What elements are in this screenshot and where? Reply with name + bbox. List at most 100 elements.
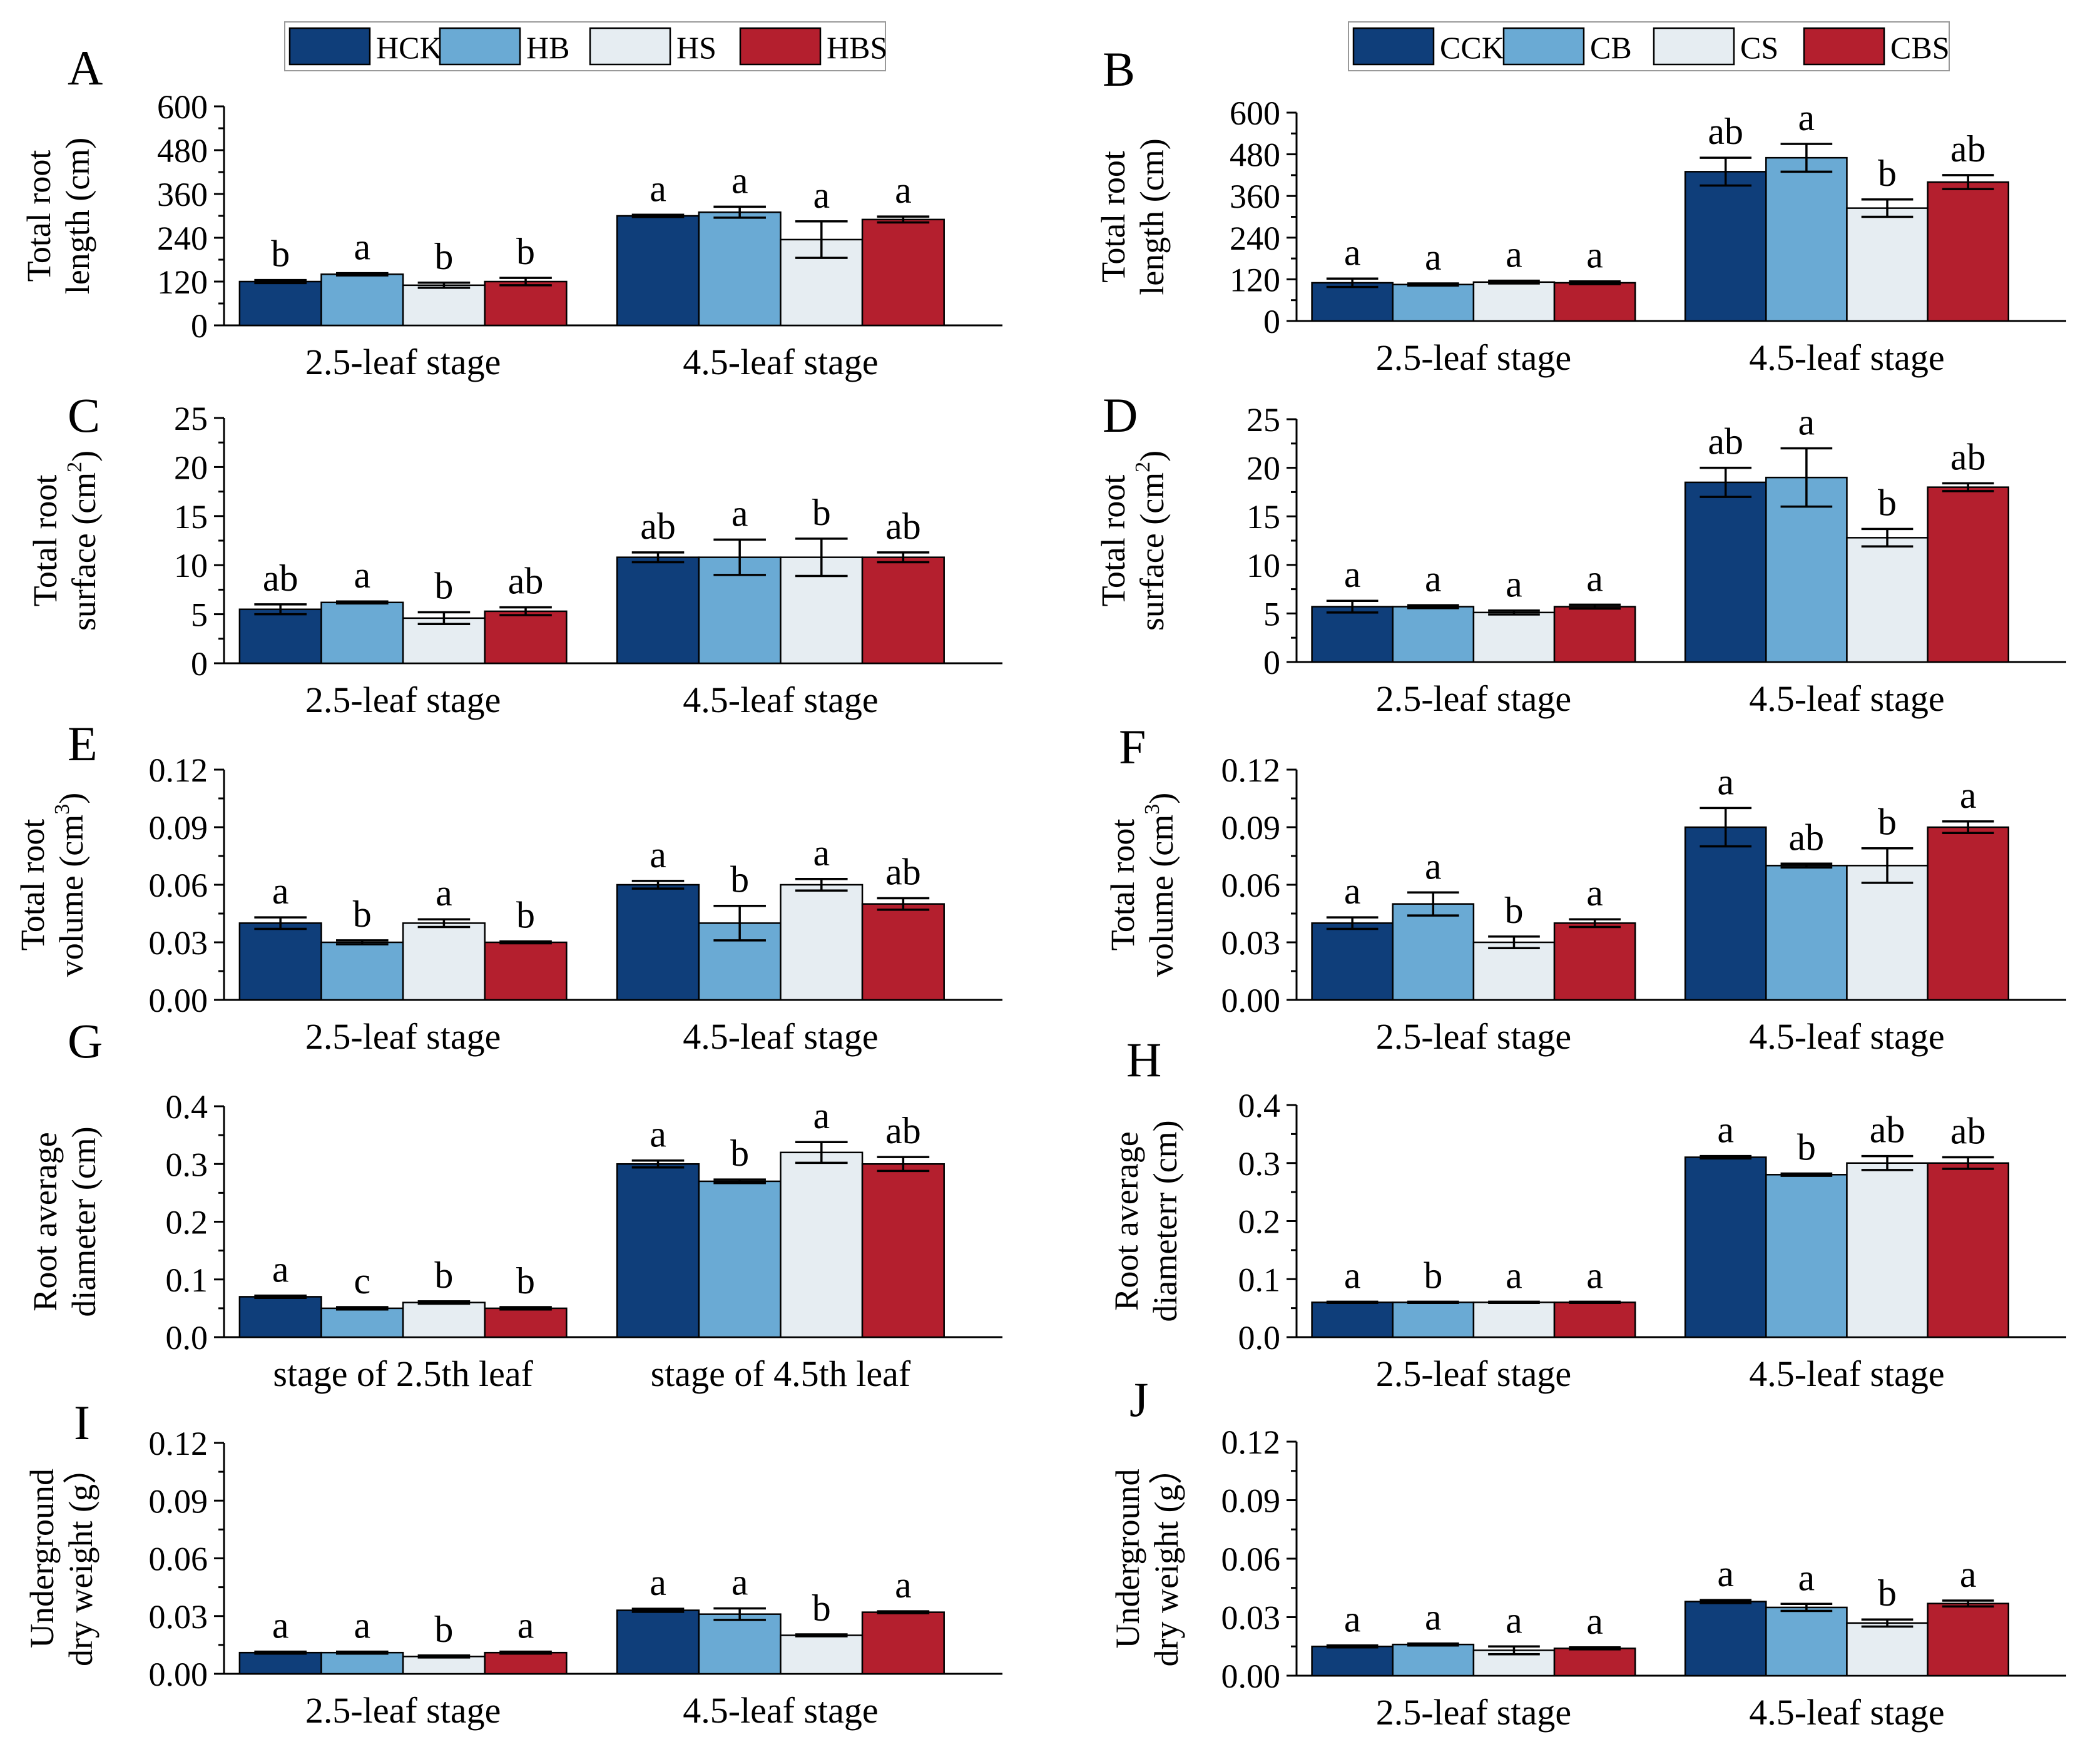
y-label-text: Total root <box>1104 819 1141 951</box>
y-label-text: Total root <box>20 150 58 282</box>
significance-letter-hbs-1: b <box>516 1260 535 1301</box>
x-category-label: 2.5-leaf stage <box>305 1016 501 1057</box>
error-bar-cb-2 <box>1780 1172 1833 1177</box>
bar-hbs-1 <box>484 280 568 327</box>
y-tick-label: 0.00 <box>149 982 208 1019</box>
error-bar-cb-1 <box>1407 1300 1459 1305</box>
bar-cck-1 <box>1311 606 1394 663</box>
y-tick-label: 0.00 <box>1221 1658 1281 1695</box>
legend-swatch-cs <box>1653 27 1735 66</box>
y-tick-label: 0.09 <box>149 809 208 847</box>
legend-label-hck: HCK <box>376 30 442 65</box>
y-label-line: Underground <box>23 1469 61 1648</box>
y-tick-label: 20 <box>1246 450 1280 487</box>
y-label-text: volume (cm <box>53 815 90 977</box>
y-tick-label: 0.1 <box>166 1261 208 1299</box>
y-label-line: Total root <box>26 475 64 607</box>
error-bar-hs-1 <box>417 282 471 289</box>
error-bar-hb-1 <box>336 1306 389 1311</box>
panel-g: G 0.0 0.1 0.2 0.3 0.4 Root average diameter (cm… <box>26 1014 1002 1394</box>
y-label-text: Total root <box>26 475 64 607</box>
bar-hbs-1 <box>484 941 568 1001</box>
y-tick-label: 480 <box>1230 136 1280 174</box>
x-category-label: 2.5-leaf stage <box>305 1690 501 1731</box>
bar-hck-1 <box>238 608 322 665</box>
y-label-text: volume (cm <box>1143 815 1180 977</box>
error-bar-cck-1 <box>1326 916 1379 930</box>
bar-cck-2 <box>1684 171 1767 322</box>
legend-label-cs: CS <box>1740 30 1778 65</box>
bar-hck-1 <box>238 1651 322 1675</box>
y-axis-label: Root average diameter (cm) <box>26 1126 103 1317</box>
y-tick-label: 0.06 <box>149 1541 208 1578</box>
error-bar-hbs-1 <box>499 606 552 616</box>
y-tick-label: 0.09 <box>1221 1482 1281 1520</box>
y-tick-label: 360 <box>1230 178 1280 215</box>
panel-b: B 0 120 240 360 480 600 Total root length (cm) a a… <box>1094 42 2066 378</box>
y-tick-label: 5 <box>191 596 208 634</box>
panel-label-a: A <box>68 41 103 95</box>
bar-cck-1 <box>1311 1301 1394 1338</box>
panel-i: I 0.00 0.03 0.06 0.09 0.12 Underground dry weig… <box>23 1395 1002 1731</box>
x-category-label: 4.5-leaf stage <box>683 1016 878 1057</box>
significance-letter-hck-2: ab <box>640 506 676 547</box>
bar-hs-1 <box>402 922 486 1001</box>
significance-letter-hck-1: ab <box>263 558 298 599</box>
legend-swatch-hb <box>439 27 521 66</box>
bar-cck-2 <box>1684 826 1767 1001</box>
significance-letter-cbs-2: a <box>1960 1554 1977 1595</box>
panel-a: A 0 120 240 360 480 600 Total root length (cm) b a… <box>20 41 1002 382</box>
bar-cb-1 <box>1392 283 1475 322</box>
y-axis-label: Root average diameterr (cm) <box>1108 1120 1184 1322</box>
error-bar-cck-2 <box>1700 807 1752 848</box>
significance-letter-hb-1: c <box>354 1260 370 1301</box>
y-tick-label: 20 <box>174 449 208 486</box>
y-label-text: surface (cm <box>65 472 103 631</box>
y-label-line: surface (cm2) <box>1131 451 1171 631</box>
y-tick-label: 0.0 <box>1238 1319 1281 1357</box>
bar-hbs-2 <box>861 1163 945 1338</box>
y-tick-label: 480 <box>157 132 208 170</box>
error-bar-hbs-1 <box>499 277 552 287</box>
y-tick-label: 120 <box>1230 261 1280 298</box>
error-bar-hb-1 <box>336 939 389 945</box>
error-bar-cck-2 <box>1700 1154 1752 1160</box>
significance-letter-hbs-2: ab <box>885 506 921 547</box>
y-label-line: volume (cm3) <box>1141 793 1180 977</box>
significance-letter-cb-1: b <box>1424 1255 1442 1296</box>
error-bar-hs-1 <box>417 918 471 929</box>
y-label-text: length (cm) <box>59 138 96 294</box>
error-bar-hb-2 <box>713 1607 766 1621</box>
significance-letter-hb-2: b <box>730 1133 749 1174</box>
bar-cb-1 <box>1392 1301 1475 1338</box>
y-axis-label: Total root length (cm) <box>20 138 96 294</box>
y-axis-label: Total root length (cm) <box>1094 138 1171 295</box>
panel-label-d: D <box>1103 388 1138 442</box>
legend-swatch-hs <box>589 27 671 66</box>
y-tick-label: 0.0 <box>166 1319 208 1357</box>
bar-cbs-2 <box>1927 181 2010 322</box>
error-bar-cbs-2 <box>1942 1156 1994 1170</box>
significance-letter-cs-1: a <box>1506 564 1522 605</box>
y-label-close: ) <box>65 451 103 462</box>
panel-label-h: H <box>1126 1032 1161 1087</box>
y-label-line: diameter (cm) <box>65 1126 103 1317</box>
y-tick-label: 0.03 <box>1221 924 1281 962</box>
significance-letter-cs-1: a <box>1506 1599 1522 1641</box>
bar-cs-2 <box>1846 1622 1929 1677</box>
y-tick-label: 0.09 <box>1221 809 1281 847</box>
error-bar-hck-2 <box>631 1159 685 1169</box>
x-category-label: 4.5-leaf stage <box>1749 1353 1944 1394</box>
error-bar-cb-2 <box>1780 143 1833 173</box>
bar-hs-1 <box>402 284 486 327</box>
y-label-close: ) <box>53 793 90 804</box>
y-tick-label: 0.4 <box>1238 1087 1281 1124</box>
significance-letter-hs-1: b <box>434 565 453 606</box>
error-bar-cbs-2 <box>1942 820 1994 834</box>
error-bar-cs-2 <box>1861 527 1914 548</box>
y-label-line: diameterr (cm) <box>1146 1120 1184 1322</box>
bar-hbs-2 <box>861 903 945 1001</box>
bar-cbs-1 <box>1553 1301 1636 1338</box>
y-tick-label: 25 <box>1246 401 1280 439</box>
